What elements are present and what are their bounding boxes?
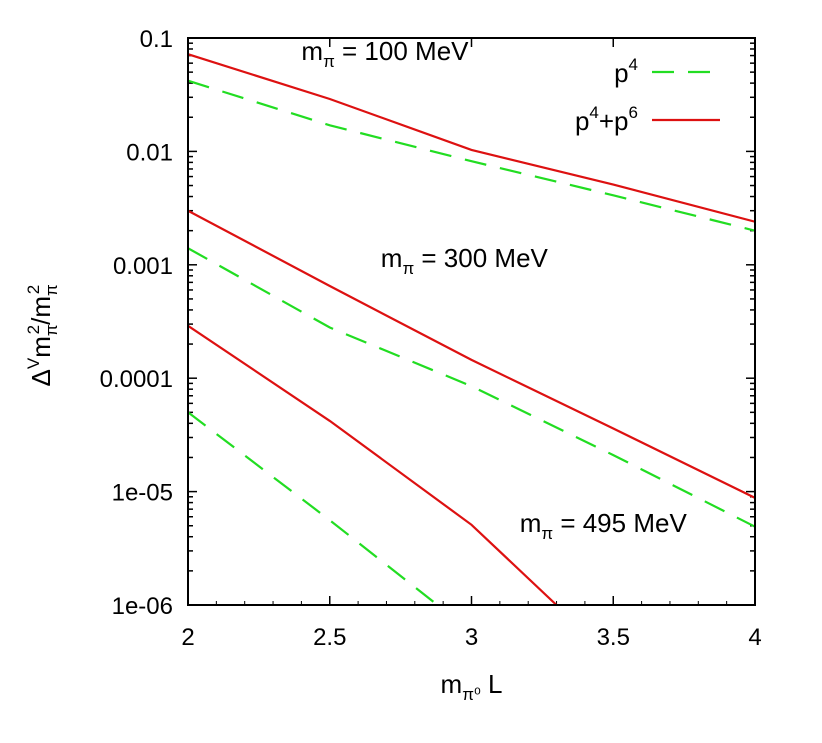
y-axis-label: ΔVmπ2/mπ2 — [24, 284, 61, 386]
y-tick-label: 0.001 — [113, 253, 173, 280]
annotation-mpi-300: mπ = 300 MeV — [381, 243, 549, 278]
x-tick-label: 4 — [748, 624, 761, 651]
x-tick-label: 2 — [181, 624, 194, 651]
annotation-mpi-100: mπ = 100 MeV — [301, 36, 469, 71]
series-layer — [188, 53, 755, 605]
series-line-p4p6-100 — [188, 53, 755, 223]
x-tick-label: 3 — [465, 624, 478, 651]
y-tick-label: 0.1 — [140, 26, 173, 53]
plot-frame — [187, 37, 756, 606]
annotation-mpi-495: mπ = 495 MeV — [520, 508, 688, 543]
y-tick-label: 1e-05 — [112, 480, 173, 507]
legend-label-p4p6: p4+p6 — [575, 103, 638, 136]
series-line-p4-300 — [188, 247, 755, 528]
series-line-p4-495 — [188, 411, 439, 605]
y-tick-labels: 0.1 0.01 0.001 0.0001 1e-05 1e-06 — [100, 26, 173, 620]
y-tick-label: 0.0001 — [100, 366, 173, 393]
x-tick-label: 2.5 — [313, 624, 346, 651]
x-tick-label: 3.5 — [597, 624, 630, 651]
series-line-p4p6-300 — [188, 209, 755, 499]
y-tick-label: 0.01 — [126, 139, 173, 166]
series-line-p4p6-495 — [188, 324, 558, 605]
series-line-p4-100 — [188, 79, 755, 232]
x-axis-label: mπ⁰ L — [441, 669, 503, 704]
legend: p4 p4+p6 — [575, 55, 720, 136]
x-tick-labels: 2 2.5 3 3.5 4 — [181, 624, 761, 651]
y-tick-label: 1e-06 — [112, 593, 173, 620]
legend-label-p4: p4 — [614, 55, 638, 88]
